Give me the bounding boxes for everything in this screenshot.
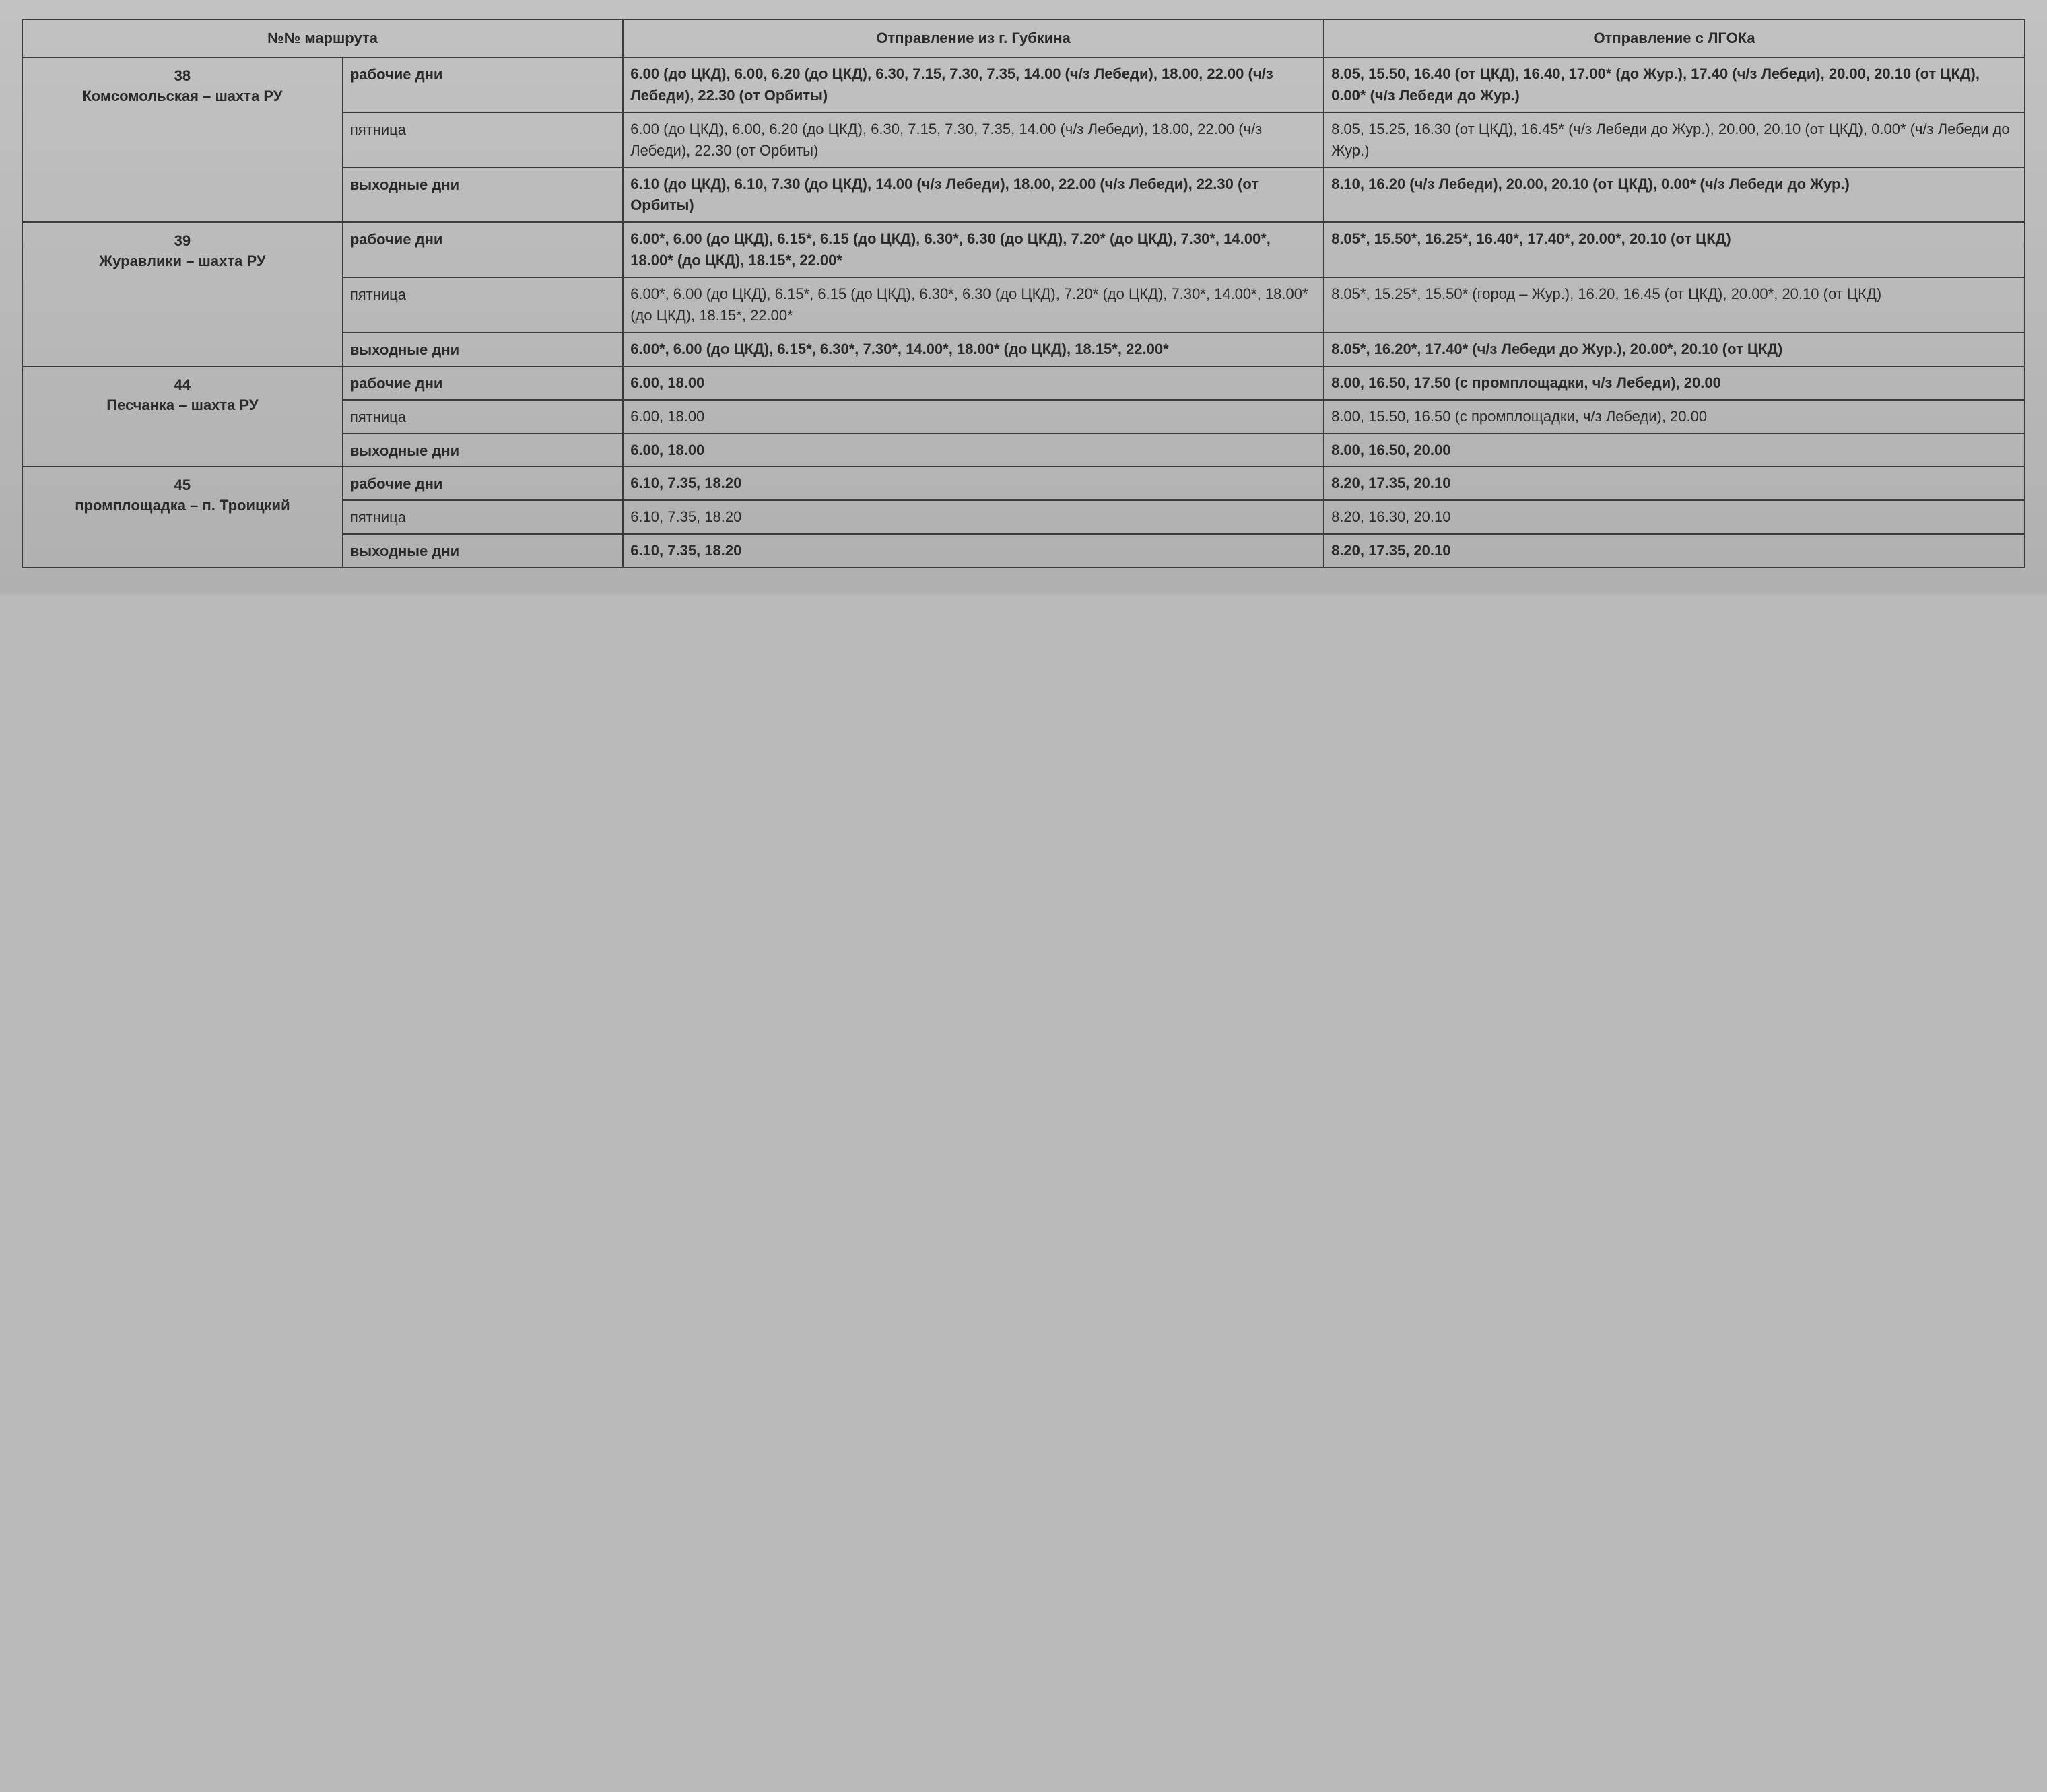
departure-lgok-cell: 8.05, 15.50, 16.40 (от ЦКД), 16.40, 17.0…	[1324, 57, 2025, 112]
schedule-page: №№ маршрута Отправление из г. Губкина От…	[0, 0, 2047, 595]
header-route: №№ маршрута	[22, 20, 623, 57]
route-name: промплощадка – п. Троицкий	[30, 497, 335, 514]
header-dep-gubkin: Отправление из г. Губкина	[623, 20, 1324, 57]
departure-lgok-cell: 8.05, 15.25, 16.30 (от ЦКД), 16.45* (ч/з…	[1324, 112, 2025, 168]
table-row: 39 Журавлики – шахта РУ рабочие дни6.00*, …	[22, 222, 2025, 277]
departure-gubkin-cell: 6.00, 18.00	[623, 366, 1324, 400]
route-cell: 45 промплощадка – п. Троицкий	[22, 467, 343, 567]
departure-gubkin-cell: 6.00*, 6.00 (до ЦКД), 6.15*, 6.15 (до ЦК…	[623, 222, 1324, 277]
departure-gubkin-cell: 6.00, 18.00	[623, 400, 1324, 434]
day-type-cell: рабочие дни	[343, 222, 623, 277]
day-type-cell: выходные дни	[343, 534, 623, 567]
route-name: Комсомольская – шахта РУ	[30, 88, 335, 105]
route-number: 44	[30, 376, 335, 394]
departure-lgok-cell: 8.00, 15.50, 16.50 (с промплощадки, ч/з …	[1324, 400, 2025, 434]
schedule-table: №№ маршрута Отправление из г. Губкина От…	[22, 19, 2025, 568]
day-type-cell: рабочие дни	[343, 467, 623, 500]
header-row: №№ маршрута Отправление из г. Губкина От…	[22, 20, 2025, 57]
departure-lgok-cell: 8.05*, 15.25*, 15.50* (город – Жур.), 16…	[1324, 277, 2025, 333]
day-type-cell: выходные дни	[343, 333, 623, 366]
day-type-cell: рабочие дни	[343, 57, 623, 112]
day-type-cell: рабочие дни	[343, 366, 623, 400]
departure-lgok-cell: 8.00, 16.50, 17.50 (с промплощадки, ч/з …	[1324, 366, 2025, 400]
route-cell: 39 Журавлики – шахта РУ	[22, 222, 343, 366]
departure-gubkin-cell: 6.10, 7.35, 18.20	[623, 467, 1324, 500]
route-name: Песчанка – шахта РУ	[30, 397, 335, 414]
departure-lgok-cell: 8.20, 17.35, 20.10	[1324, 467, 2025, 500]
day-type-cell: пятница	[343, 500, 623, 534]
departure-gubkin-cell: 6.10, 7.35, 18.20	[623, 500, 1324, 534]
route-number: 38	[30, 67, 335, 85]
route-cell: 44 Песчанка – шахта РУ	[22, 366, 343, 467]
departure-lgok-cell: 8.05*, 15.50*, 16.25*, 16.40*, 17.40*, 2…	[1324, 222, 2025, 277]
route-number: 39	[30, 232, 335, 250]
departure-gubkin-cell: 6.00*, 6.00 (до ЦКД), 6.15*, 6.30*, 7.30…	[623, 333, 1324, 366]
departure-gubkin-cell: 6.00 (до ЦКД), 6.00, 6.20 (до ЦКД), 6.30…	[623, 57, 1324, 112]
departure-gubkin-cell: 6.10 (до ЦКД), 6.10, 7.30 (до ЦКД), 14.0…	[623, 168, 1324, 223]
route-number: 45	[30, 477, 335, 494]
departure-lgok-cell: 8.20, 16.30, 20.10	[1324, 500, 2025, 534]
departure-lgok-cell: 8.00, 16.50, 20.00	[1324, 434, 2025, 467]
day-type-cell: пятница	[343, 400, 623, 434]
day-type-cell: выходные дни	[343, 434, 623, 467]
table-row: 45промплощадка – п. Троицкийрабочие дни6…	[22, 467, 2025, 500]
day-type-cell: выходные дни	[343, 168, 623, 223]
departure-gubkin-cell: 6.00 (до ЦКД), 6.00, 6.20 (до ЦКД), 6.30…	[623, 112, 1324, 168]
day-type-cell: пятница	[343, 277, 623, 333]
table-row: 38 Комсомольская – шахта РУ рабочие дни6.0…	[22, 57, 2025, 112]
departure-gubkin-cell: 6.00, 18.00	[623, 434, 1324, 467]
header-dep-lgok: Отправление с ЛГОКа	[1324, 20, 2025, 57]
departure-lgok-cell: 8.05*, 16.20*, 17.40* (ч/з Лебеди до Жур…	[1324, 333, 2025, 366]
departure-gubkin-cell: 6.10, 7.35, 18.20	[623, 534, 1324, 567]
route-cell: 38 Комсомольская – шахта РУ	[22, 57, 343, 222]
day-type-cell: пятница	[343, 112, 623, 168]
table-body: 38Комсомольская – шахта РУрабочие дни6.0…	[22, 57, 2025, 567]
route-name: Журавлики – шахта РУ	[30, 252, 335, 270]
table-row: 44Песчанка – шахта РУрабочие дни6.00, 18…	[22, 366, 2025, 400]
departure-lgok-cell: 8.10, 16.20 (ч/з Лебеди), 20.00, 20.10 (…	[1324, 168, 2025, 223]
departure-gubkin-cell: 6.00*, 6.00 (до ЦКД), 6.15*, 6.15 (до ЦК…	[623, 277, 1324, 333]
departure-lgok-cell: 8.20, 17.35, 20.10	[1324, 534, 2025, 567]
